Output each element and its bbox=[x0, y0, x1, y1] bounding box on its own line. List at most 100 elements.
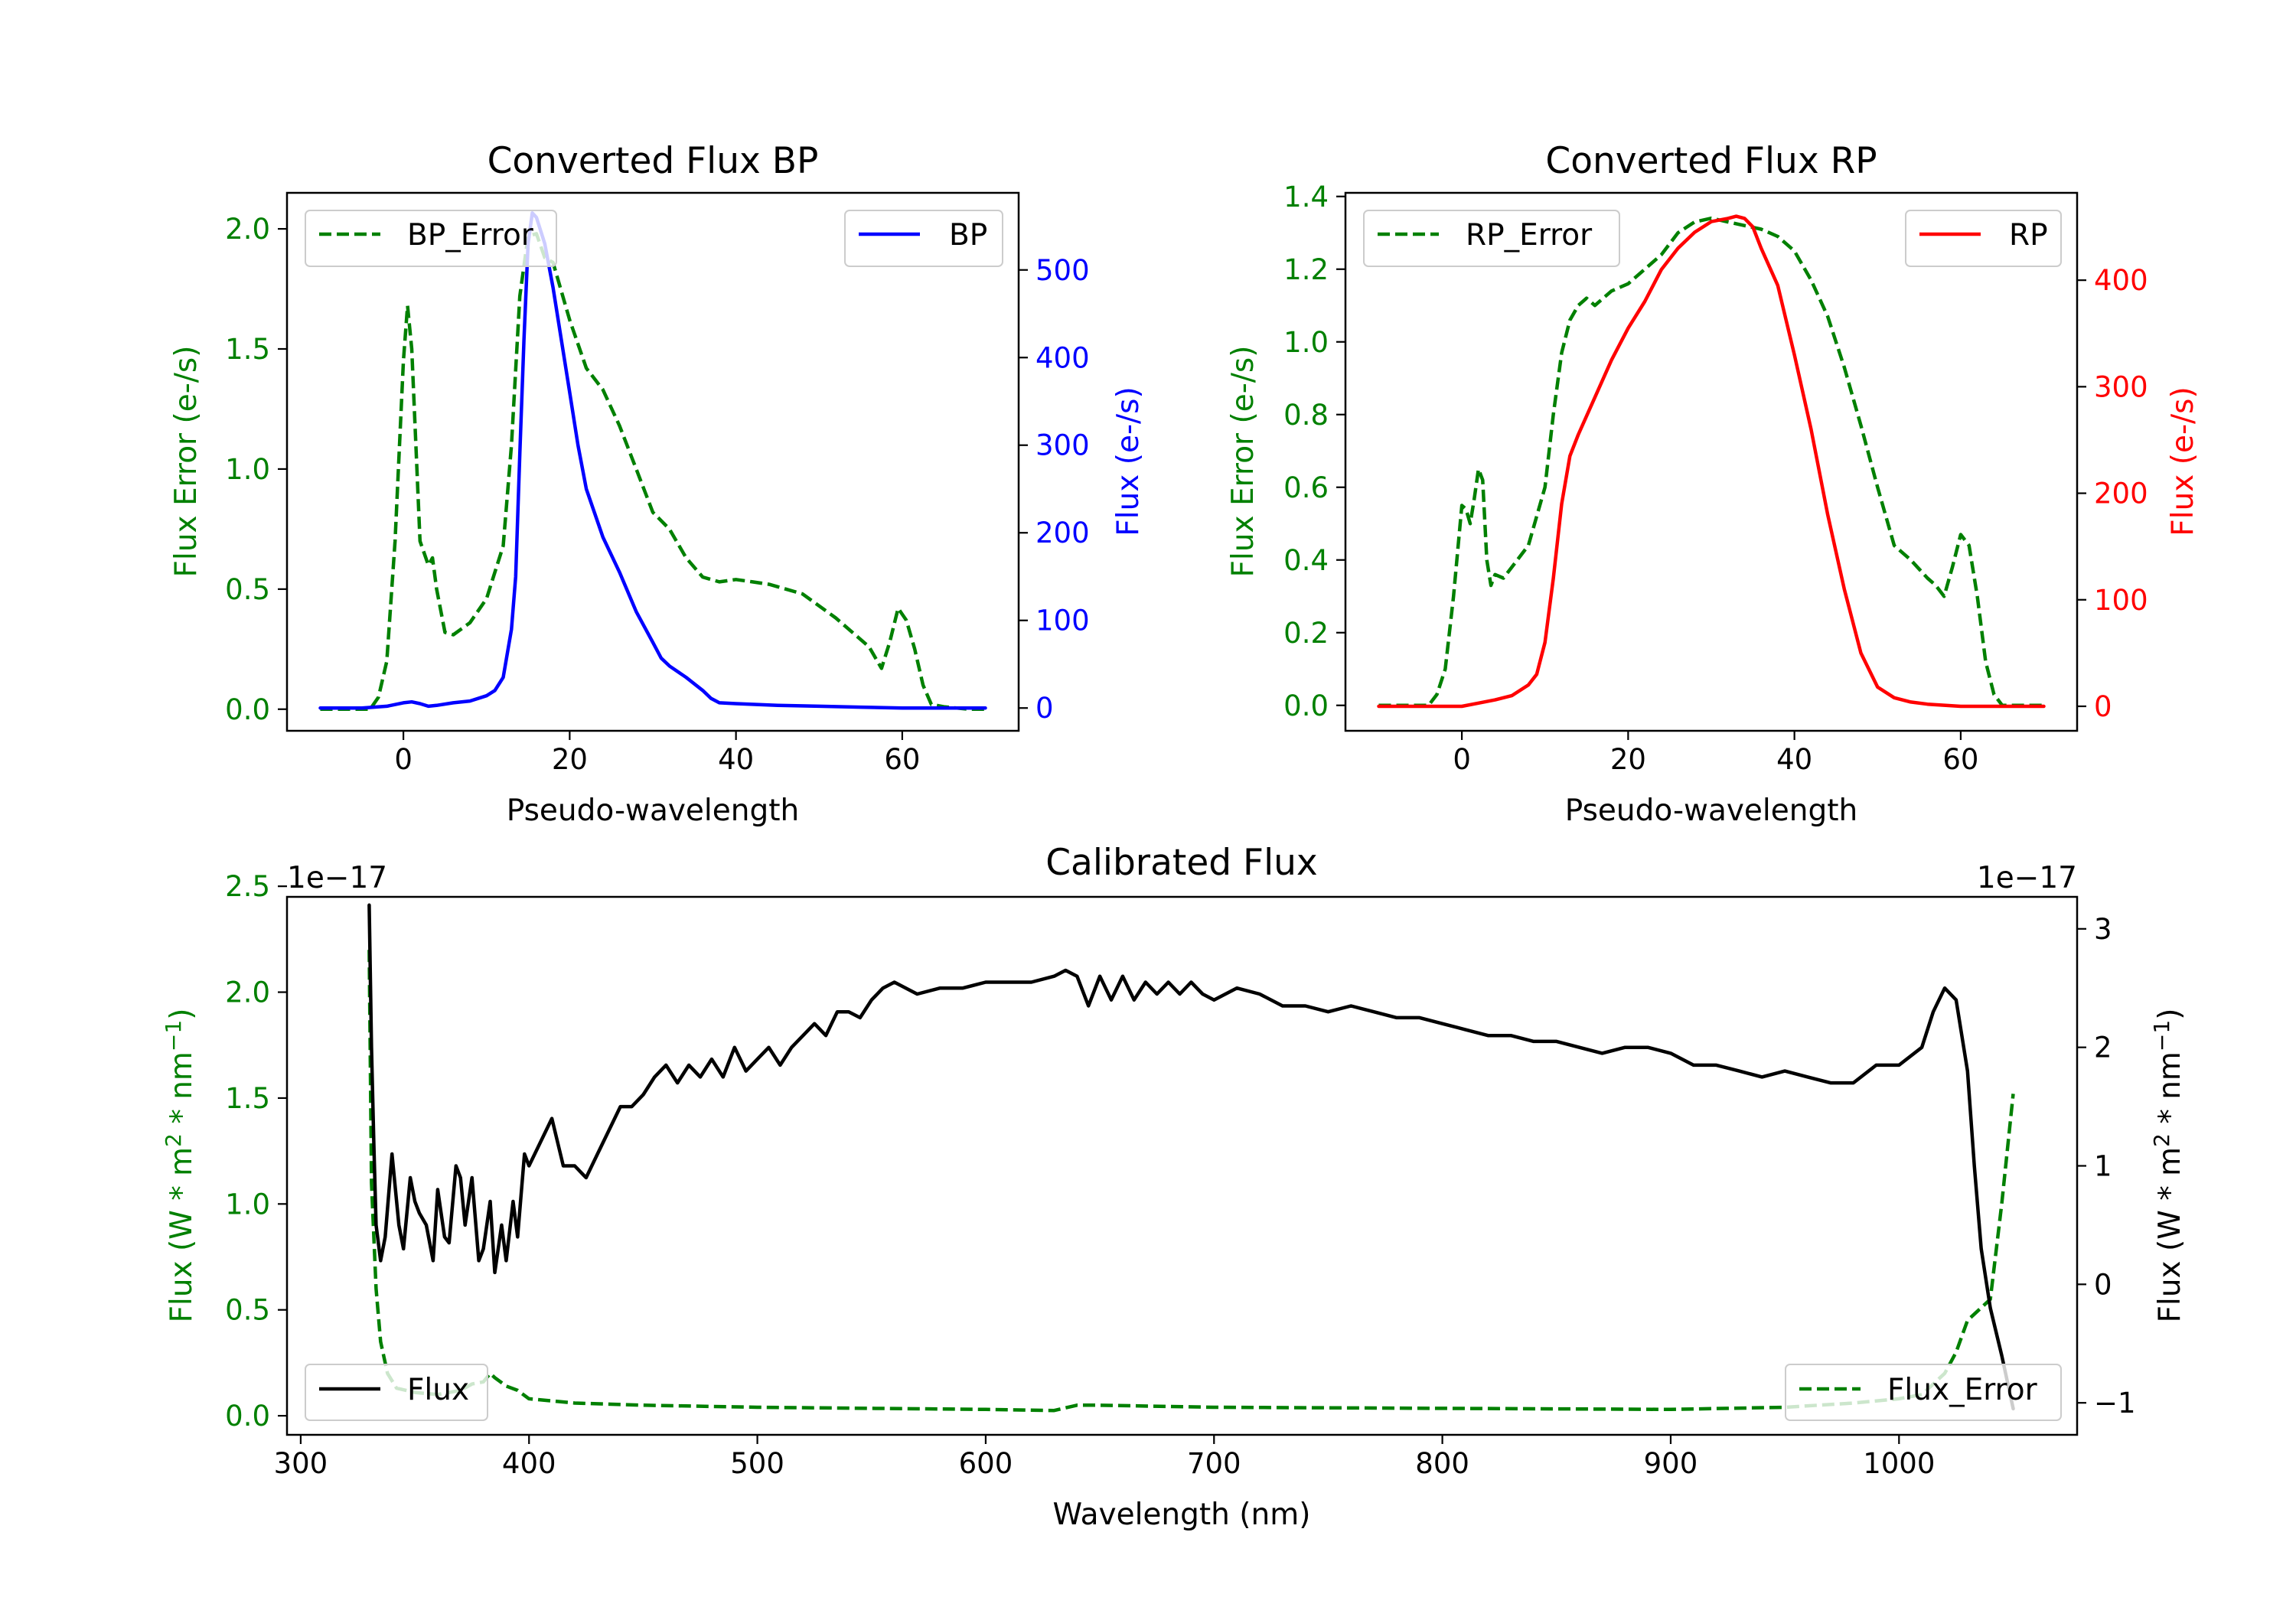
rp-right-y-ticks: 0 100 200 300 400 bbox=[2077, 264, 2148, 723]
calibrated-right-y-tick-label: 3 bbox=[2094, 913, 2112, 946]
rp-right-y-axis-label: Flux (e-/s) bbox=[2166, 386, 2200, 536]
calibrated-x-tick-label: 600 bbox=[959, 1447, 1013, 1480]
calibrated-x-tick-label: 700 bbox=[1187, 1447, 1241, 1480]
bp-x-tick-label: 60 bbox=[884, 743, 920, 776]
rp-legend-right-label: RP bbox=[2009, 218, 2048, 253]
rp-legend-left-label: RP_Error bbox=[1466, 218, 1593, 253]
bp-x-tick-label: 20 bbox=[552, 743, 588, 776]
rp-left-y-tick-label: 1.4 bbox=[1283, 181, 1329, 214]
rp-legend-right-box bbox=[1905, 210, 2062, 267]
calibrated-right-y-ticks: −1 0 1 2 3 bbox=[2077, 913, 2136, 1420]
calibrated-x-tick-label: 1000 bbox=[1863, 1447, 1935, 1480]
rp-x-tick-label: 60 bbox=[1942, 743, 1978, 776]
rp-right-y-tick-label: 0 bbox=[2094, 690, 2112, 723]
bp-right-y-ticks: 0 100 200 300 400 500 bbox=[1019, 254, 1090, 725]
calibrated-left-y-tick-label: 1.5 bbox=[225, 1082, 270, 1115]
calibrated-x-tick-label: 300 bbox=[274, 1447, 328, 1480]
bp-panel: 0 20 40 60 0.0 0.5 1.0 1.5 2.0 0 100 200 300 400 500… bbox=[169, 140, 1146, 828]
calibrated-right-ylabel-sup1: 2 bbox=[2149, 1133, 2174, 1147]
rp-series-lines bbox=[1377, 214, 2046, 709]
calibrated-legend-right: Flux_Error bbox=[1785, 1364, 2062, 1421]
bp-right-y-tick-label: 200 bbox=[1035, 517, 1090, 549]
bp-x-axis-label: Pseudo-wavelength bbox=[507, 794, 799, 828]
rp-left-y-tick-label: 1.0 bbox=[1283, 326, 1329, 359]
rp-x-ticks: 0 20 40 60 bbox=[1453, 731, 1978, 776]
rp-axes-frame bbox=[1344, 191, 2079, 732]
bp-title: Converted Flux BP bbox=[488, 140, 819, 182]
rp-x-axis-label: Pseudo-wavelength bbox=[1565, 794, 1857, 828]
rp-left-y-tick-label: 0.8 bbox=[1283, 399, 1329, 432]
bp-left-y-tick-label: 0.0 bbox=[225, 693, 270, 726]
bp-right-y-tick-label: 100 bbox=[1035, 605, 1090, 637]
calibrated-left-y-tick-label: 2.5 bbox=[225, 870, 270, 903]
calibrated-right-y-tick-label: 0 bbox=[2094, 1268, 2112, 1301]
calibrated-x-tick-label: 800 bbox=[1415, 1447, 1469, 1480]
bp-left-y-tick-label: 1.5 bbox=[225, 333, 270, 366]
rp-legend-left: RP_Error bbox=[1363, 210, 1620, 267]
rp-left-y-tick-label: 1.2 bbox=[1283, 253, 1329, 286]
rp-left-y-tick-label: 0.2 bbox=[1283, 617, 1329, 650]
rp-left-y-tick-label: 0.4 bbox=[1283, 544, 1329, 577]
calibrated-series-flux bbox=[367, 903, 2015, 1411]
rp-x-tick-label: 0 bbox=[1453, 743, 1471, 776]
rp-right-y-tick-label: 300 bbox=[2094, 370, 2148, 403]
bp-left-y-tick-label: 1.0 bbox=[225, 453, 270, 486]
calibrated-x-tick-label: 400 bbox=[502, 1447, 556, 1480]
rp-left-y-axis-label: Flux Error (e-/s) bbox=[1226, 346, 1261, 578]
bp-axes-frame bbox=[285, 191, 1020, 732]
rp-x-tick-label: 20 bbox=[1610, 743, 1646, 776]
calibrated-right-ylabel-part2: * nm bbox=[2153, 1051, 2187, 1133]
calibrated-right-y-tick-label: 2 bbox=[2094, 1032, 2112, 1064]
calibrated-left-ylabel-sup2: −1 bbox=[161, 1020, 186, 1051]
bp-series-bp-error bbox=[320, 232, 986, 712]
rp-left-y-ticks: 0.0 0.2 0.4 0.6 0.8 1.0 1.2 1.4 bbox=[1283, 181, 1345, 722]
calibrated-right-y-axis-label: Flux (W * m2 * nm−1) bbox=[2149, 1009, 2187, 1323]
calibrated-legend-left-box bbox=[305, 1364, 488, 1421]
rp-series-rp bbox=[1377, 214, 2046, 709]
calibrated-left-ylabel-sup1: 2 bbox=[161, 1133, 186, 1147]
calibrated-left-ylabel-part2: * nm bbox=[165, 1051, 199, 1133]
calibrated-left-y-tick-label: 0.0 bbox=[225, 1400, 270, 1433]
rp-left-y-tick-label: 0.6 bbox=[1283, 471, 1329, 504]
calibrated-left-ylabel-part1: Flux (W * m bbox=[165, 1147, 199, 1323]
bp-legend-left-label: BP_Error bbox=[407, 218, 534, 253]
bp-x-ticks: 0 20 40 60 bbox=[394, 731, 920, 776]
calibrated-title: Calibrated Flux bbox=[1045, 842, 1318, 884]
calibrated-right-ylabel-part3: ) bbox=[2153, 1009, 2187, 1020]
calibrated-legend-right-box bbox=[1785, 1364, 2062, 1421]
rp-panel: 0 20 40 60 0.0 0.2 0.4 0.6 0.8 1.0 1.2 1.4 0 100 200… bbox=[1226, 140, 2200, 828]
calibrated-left-y-tick-label: 2.0 bbox=[225, 976, 270, 1009]
calibrated-left-y-tick-label: 1.0 bbox=[225, 1188, 270, 1221]
rp-right-y-tick-label: 100 bbox=[2094, 584, 2148, 617]
bp-x-tick-label: 0 bbox=[394, 743, 413, 776]
bp-right-y-tick-label: 500 bbox=[1035, 254, 1090, 287]
bp-right-y-axis-label: Flux (e-/s) bbox=[1111, 386, 1146, 536]
calibrated-legend-left-label: Flux bbox=[407, 1373, 469, 1407]
calibrated-left-y-tick-label: 0.5 bbox=[225, 1294, 270, 1327]
calibrated-axes-frame bbox=[285, 895, 2079, 1436]
calibrated-x-tick-label: 500 bbox=[730, 1447, 784, 1480]
rp-legend-left-box bbox=[1363, 210, 1620, 267]
calibrated-right-offset-text: 1e−17 bbox=[1977, 861, 2077, 895]
calibrated-left-ylabel-part3: ) bbox=[165, 1009, 199, 1020]
bp-left-y-axis-label: Flux Error (e-/s) bbox=[169, 346, 204, 578]
bp-left-y-ticks: 0.0 0.5 1.0 1.5 2.0 bbox=[225, 213, 287, 726]
bp-series-bp bbox=[318, 211, 987, 710]
calibrated-left-offset-text: 1e−17 bbox=[287, 861, 387, 895]
calibrated-panel: 300 400 500 600 700 800 900 1000 0.0 0.5 1.0 1.5 2.… bbox=[161, 842, 2187, 1532]
calibrated-x-ticks: 300 400 500 600 700 800 900 1000 bbox=[274, 1435, 1935, 1480]
calibrated-right-ylabel-sup2: −1 bbox=[2149, 1020, 2174, 1051]
bp-legend-left: BP_Error bbox=[305, 210, 557, 267]
calibrated-right-y-tick-label: −1 bbox=[2094, 1387, 2136, 1420]
rp-x-tick-label: 40 bbox=[1776, 743, 1812, 776]
calibrated-left-y-axis-label: Flux (W * m2 * nm−1) bbox=[161, 1009, 199, 1323]
bp-legend-left-box bbox=[305, 210, 557, 267]
rp-legend-right: RP bbox=[1905, 210, 2062, 267]
calibrated-x-tick-label: 900 bbox=[1644, 1447, 1698, 1480]
bp-right-y-tick-label: 0 bbox=[1035, 692, 1054, 725]
rp-left-y-tick-label: 0.0 bbox=[1283, 689, 1329, 722]
rp-right-y-tick-label: 400 bbox=[2094, 264, 2148, 297]
bp-legend-right-box bbox=[844, 210, 1003, 267]
